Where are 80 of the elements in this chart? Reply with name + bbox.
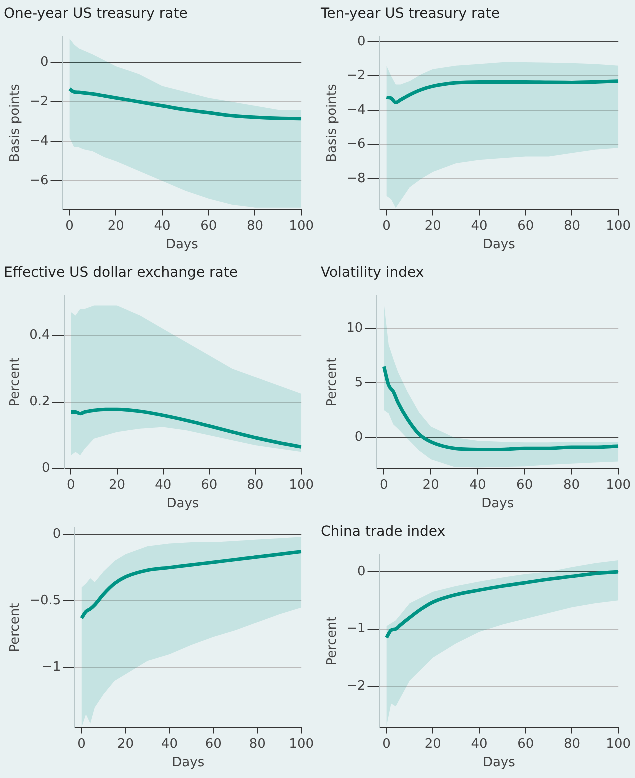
x-tick-label: 20 [422,478,440,493]
x-tick-label: 80 [564,218,580,234]
x-tick-label: 60 [200,218,218,234]
x-tick-label: 40 [471,736,488,752]
y-axis-title: Percent [325,616,340,666]
line-series [382,364,619,452]
y-tick-label: −4 [30,134,49,149]
x-axis-title: Days [482,756,516,771]
chart-title: Volatility index [321,265,424,282]
x-tick-label: 100 [606,478,632,493]
y-axis-title: Percent [8,603,24,652]
y-tick-label: −6 [346,137,366,152]
y-tick-label: 0 [357,34,366,50]
y-tick-label: −2 [346,678,366,694]
x-tick-label: 80 [246,218,264,234]
y-tick-label: 0 [42,461,50,476]
chart-title: Ten-year US treasury rate [320,6,500,22]
x-tick-label: 20 [108,218,124,234]
x-tick-label: 80 [249,736,266,752]
x-tick-label: 100 [606,736,632,752]
x-tick-label: 0 [78,736,86,752]
x-tick-label: 40 [161,736,178,752]
y-tick-label: −0.5 [30,594,62,609]
y-tick-label: 0 [52,526,62,542]
y-axis-title: Percent [325,358,340,407]
chart-title: One-year US treasury rate [4,6,188,22]
line-series [69,408,302,449]
y-tick-label: 0 [40,54,49,70]
line-series [68,87,302,121]
x-tick-label: 100 [289,478,314,493]
x-tick-label: 20 [424,218,442,234]
x-axis-title: Days [482,238,516,253]
y-tick-label: −8 [346,171,366,186]
x-tick-label: 60 [518,218,534,234]
x-tick-label: 60 [516,478,534,493]
x-tick-label: 0 [382,218,391,234]
y-tick-label: −4 [346,102,366,118]
x-axis-title: Days [166,238,199,253]
x-tick-label: 0 [380,478,388,493]
y-tick-label: 0 [357,564,366,580]
x-tick-label: 100 [606,218,632,234]
y-tick-label: 0.2 [30,394,50,410]
x-tick-label: 20 [117,736,134,752]
line-series [384,80,619,104]
x-axis-title: Days [166,496,200,512]
x-tick-label: 20 [424,736,442,752]
line-series [384,570,619,640]
chart-title: Effective US dollar exchange rate [4,265,238,282]
y-tick-label: 0 [354,430,364,446]
line-series [80,550,302,620]
y-tick-label: 10 [346,320,364,336]
y-axis-title: Percent [8,358,24,407]
x-tick-label: 60 [518,736,534,752]
x-tick-label: 0 [67,478,76,493]
x-tick-label: 60 [201,478,218,493]
x-tick-label: 0 [382,736,391,752]
x-tick-label: 80 [564,736,580,752]
y-tick-label: −2 [346,68,366,84]
x-tick-label: 40 [471,218,488,234]
x-tick-label: 80 [247,478,264,493]
x-tick-label: 20 [108,478,126,493]
y-axis-title: Basis points [325,84,340,162]
x-tick-label: 40 [155,478,172,493]
y-tick-label: 0.4 [30,328,50,344]
x-tick-label: 40 [470,478,486,493]
y-axis-title: Basis points [8,84,24,162]
y-tick-label: −1 [42,660,62,676]
x-tick-label: 100 [289,736,314,752]
x-tick-label: 60 [205,736,222,752]
y-tick-label: −2 [30,94,49,110]
x-axis-title: Days [482,496,514,512]
y-tick-label: 5 [354,375,364,390]
y-tick-label: −1 [346,622,366,637]
x-tick-label: 80 [563,478,580,493]
x-tick-label: 0 [66,218,74,234]
x-axis-title: Days [172,756,205,771]
x-tick-label: 40 [154,218,171,234]
x-tick-label: 100 [289,218,314,234]
chart-title: China trade index [321,524,446,540]
y-tick-label: −6 [30,174,49,189]
